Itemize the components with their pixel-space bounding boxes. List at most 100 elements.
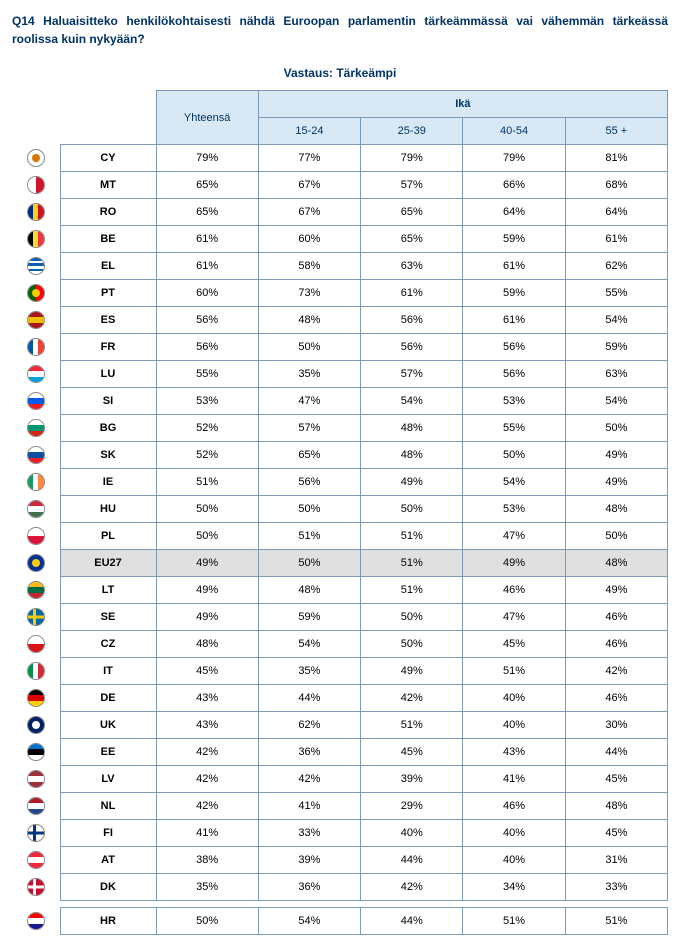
question-text: Q14 Haluaisitteko henkilökohtaisesti näh… — [12, 12, 668, 48]
cell-age-1: 48% — [361, 442, 463, 469]
cell-age-1: 56% — [361, 307, 463, 334]
cell-age-1: 61% — [361, 280, 463, 307]
cell-age-0: 44% — [258, 685, 360, 712]
cell-age-2: 40% — [463, 847, 565, 874]
table-row: PT60%73%61%59%55% — [12, 280, 668, 307]
flag-icon — [27, 689, 45, 707]
flag-icon — [27, 554, 45, 572]
cell-total: 53% — [156, 388, 258, 415]
cell-age-0: 35% — [258, 361, 360, 388]
header-age-2: 40-54 — [463, 118, 565, 145]
table-body: CY79%77%79%79%81%MT65%67%57%66%68%RO65%6… — [12, 145, 668, 935]
cell-age-1: 39% — [361, 766, 463, 793]
cell-age-1: 29% — [361, 793, 463, 820]
country-code: AT — [60, 847, 156, 874]
cell-age-1: 44% — [361, 908, 463, 935]
cell-age-2: 59% — [463, 280, 565, 307]
cell-age-1: 50% — [361, 604, 463, 631]
cell-age-3: 54% — [565, 307, 667, 334]
flag-cell — [12, 415, 60, 442]
header-age-3: 55 + — [565, 118, 667, 145]
cell-age-3: 59% — [565, 334, 667, 361]
country-code: LT — [60, 577, 156, 604]
flag-cell — [12, 442, 60, 469]
country-code: NL — [60, 793, 156, 820]
cell-total: 60% — [156, 280, 258, 307]
country-code: RO — [60, 199, 156, 226]
cell-age-2: 66% — [463, 172, 565, 199]
cell-age-1: 51% — [361, 550, 463, 577]
cell-age-2: 41% — [463, 766, 565, 793]
cell-age-3: 46% — [565, 604, 667, 631]
cell-total: 41% — [156, 820, 258, 847]
cell-age-0: 50% — [258, 496, 360, 523]
cell-age-1: 65% — [361, 199, 463, 226]
flag-icon — [27, 662, 45, 680]
flag-cell — [12, 820, 60, 847]
flag-cell — [12, 847, 60, 874]
cell-age-2: 51% — [463, 658, 565, 685]
flag-icon — [27, 581, 45, 599]
country-code: PL — [60, 523, 156, 550]
flag-cell — [12, 361, 60, 388]
country-code: FI — [60, 820, 156, 847]
country-code: LV — [60, 766, 156, 793]
flag-cell — [12, 226, 60, 253]
table-row: PL50%51%51%47%50% — [12, 523, 668, 550]
table-row: DK35%36%42%34%33% — [12, 874, 668, 901]
cell-age-3: 46% — [565, 685, 667, 712]
country-code: DK — [60, 874, 156, 901]
cell-total: 55% — [156, 361, 258, 388]
cell-age-3: 45% — [565, 820, 667, 847]
cell-age-0: 57% — [258, 415, 360, 442]
country-code: MT — [60, 172, 156, 199]
table-row: ES56%48%56%61%54% — [12, 307, 668, 334]
cell-total: 50% — [156, 908, 258, 935]
flag-icon — [27, 824, 45, 842]
cell-age-0: 54% — [258, 631, 360, 658]
table-row: BG52%57%48%55%50% — [12, 415, 668, 442]
cell-age-3: 49% — [565, 577, 667, 604]
cell-total: 43% — [156, 685, 258, 712]
flag-cell — [12, 469, 60, 496]
flag-icon — [27, 527, 45, 545]
cell-age-2: 56% — [463, 361, 565, 388]
cell-age-1: 50% — [361, 631, 463, 658]
table-row: DE43%44%42%40%46% — [12, 685, 668, 712]
flag-icon — [27, 311, 45, 329]
cell-age-2: 46% — [463, 793, 565, 820]
cell-age-0: 48% — [258, 307, 360, 334]
cell-age-0: 73% — [258, 280, 360, 307]
cell-total: 51% — [156, 469, 258, 496]
cell-age-0: 65% — [258, 442, 360, 469]
flag-cell — [12, 523, 60, 550]
flag-icon — [27, 230, 45, 248]
country-code: IE — [60, 469, 156, 496]
cell-total: 43% — [156, 712, 258, 739]
cell-age-2: 61% — [463, 253, 565, 280]
cell-age-3: 45% — [565, 766, 667, 793]
flag-icon — [27, 500, 45, 518]
cell-total: 61% — [156, 226, 258, 253]
table-row: EL61%58%63%61%62% — [12, 253, 668, 280]
flag-icon — [27, 149, 45, 167]
cell-age-1: 57% — [361, 361, 463, 388]
cell-age-0: 36% — [258, 739, 360, 766]
flag-cell — [12, 874, 60, 901]
cell-age-2: 34% — [463, 874, 565, 901]
cell-total: 42% — [156, 739, 258, 766]
cell-total: 49% — [156, 550, 258, 577]
cell-age-0: 36% — [258, 874, 360, 901]
flag-cell — [12, 334, 60, 361]
cell-total: 42% — [156, 766, 258, 793]
table-row: RO65%67%65%64%64% — [12, 199, 668, 226]
cell-age-2: 40% — [463, 820, 565, 847]
table-row: CY79%77%79%79%81% — [12, 145, 668, 172]
cell-age-2: 49% — [463, 550, 565, 577]
cell-age-2: 40% — [463, 685, 565, 712]
cell-total: 52% — [156, 415, 258, 442]
cell-age-3: 51% — [565, 908, 667, 935]
cell-age-3: 48% — [565, 550, 667, 577]
cell-age-1: 57% — [361, 172, 463, 199]
country-code: EE — [60, 739, 156, 766]
